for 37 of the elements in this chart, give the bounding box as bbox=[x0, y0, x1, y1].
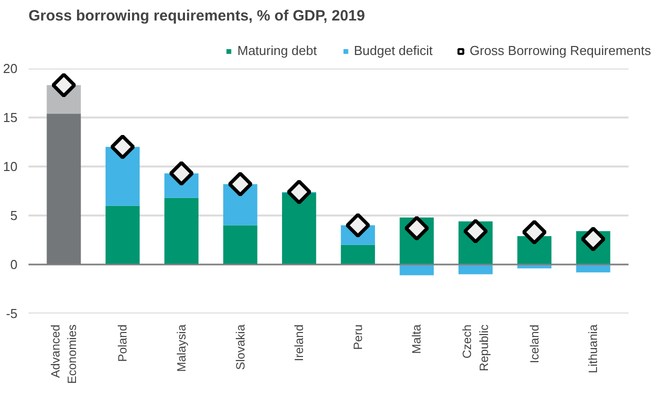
chart-title: Gross borrowing requirements, % of GDP, 2019 bbox=[28, 8, 365, 24]
x-tick-label: Peru bbox=[350, 324, 365, 350]
bar bbox=[106, 146, 140, 206]
point bbox=[522, 220, 547, 245]
y-tick-label: 10 bbox=[3, 159, 18, 174]
x-tick-label: Poland bbox=[116, 324, 130, 362]
legend-label: Budget deficit bbox=[354, 43, 433, 58]
bar bbox=[340, 244, 375, 264]
bar bbox=[400, 264, 434, 276]
point bbox=[228, 172, 253, 196]
x-tick-label: Malta bbox=[410, 324, 424, 354]
point bbox=[346, 212, 370, 238]
x-tick-label: Iceland bbox=[527, 324, 542, 364]
x-tick-label: Ireland bbox=[292, 324, 306, 362]
bar bbox=[458, 264, 493, 274]
point bbox=[110, 134, 135, 160]
y-tick-label: 5 bbox=[10, 208, 18, 223]
y-tick-label: -5 bbox=[6, 306, 18, 321]
bar bbox=[282, 192, 316, 264]
x-tick-label: Czech Republic bbox=[460, 324, 491, 372]
legend-label: Gross Borrowing Requirements bbox=[470, 43, 651, 58]
y-tick-label: 20 bbox=[3, 61, 18, 76]
bar bbox=[517, 236, 552, 264]
x-tick-label: Advanced Economies bbox=[48, 324, 80, 384]
y-tick-label: 15 bbox=[3, 110, 18, 125]
x-tick-label: Lithuania bbox=[586, 324, 600, 374]
y-tick-label: 0 bbox=[10, 257, 18, 272]
bar bbox=[223, 225, 258, 264]
point bbox=[169, 161, 194, 186]
bar bbox=[106, 206, 140, 264]
x-tick-label: Malaysia bbox=[174, 324, 188, 372]
bar bbox=[576, 264, 610, 272]
point bbox=[286, 180, 312, 204]
bar bbox=[164, 198, 198, 264]
point bbox=[51, 72, 76, 98]
legend-label: Maturing debt bbox=[237, 43, 317, 58]
x-tick-label: Slovakia bbox=[233, 324, 248, 370]
